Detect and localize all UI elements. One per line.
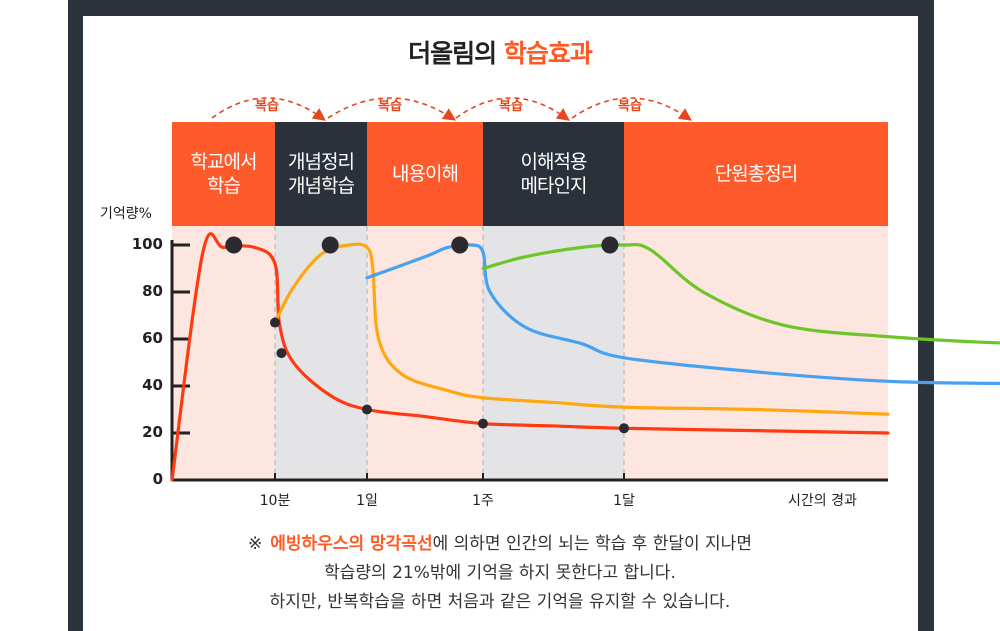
footnote-line-2: 학습량의 21%밖에 기억을 하지 못한다고 합니다. xyxy=(324,563,676,583)
peak-dot-3 xyxy=(451,236,469,254)
x-tick-label-4: 1달 xyxy=(613,493,635,509)
plot-strip-3 xyxy=(367,226,483,480)
footnote-highlight: 에빙하우스의 망각곡선 xyxy=(270,534,433,554)
phase-band-1 xyxy=(172,122,275,226)
peak-dot-1 xyxy=(225,236,243,254)
footnote-line-3: 하지만, 반복학습을 하면 처음과 같은 기억을 유지할 수 있습니다. xyxy=(269,592,731,612)
review-label-1: 복습 xyxy=(255,99,279,114)
y-tick-label-60: 60 xyxy=(142,329,163,347)
decay-dot-4 xyxy=(478,418,488,429)
footnote: ※ 에빙하우스의 망각곡선에 의하면 인간의 뇌는 학습 후 한달이 지나면 학습… xyxy=(0,530,1000,617)
review-label-4: 복습 xyxy=(618,99,642,114)
review-label-3: 복습 xyxy=(499,99,523,114)
title-part1: 더올림의 xyxy=(408,39,497,68)
plot-strip-2 xyxy=(275,226,367,480)
phase-band-5 xyxy=(624,122,888,226)
plot-strip-5 xyxy=(624,226,888,480)
review-arrow-2 xyxy=(327,97,457,121)
x-tick-label-1: 10분 xyxy=(259,493,291,509)
x-tick-label-3: 1주 xyxy=(472,493,494,509)
decay-dot-2 xyxy=(276,348,287,359)
x-tick-label-2: 1일 xyxy=(356,493,378,509)
footnote-mark: ※ xyxy=(248,534,263,554)
y-tick-label-20: 20 xyxy=(142,423,163,441)
footnote-line-1: ※ 에빙하우스의 망각곡선에 의하면 인간의 뇌는 학습 후 한달이 지나면 xyxy=(0,530,1000,559)
decay-dot-5 xyxy=(619,423,629,434)
phase-label-1: 학교에서 학습 xyxy=(190,151,258,197)
phase-label-2: 개념정리 개념학습 xyxy=(288,151,355,197)
decay-dot-3 xyxy=(362,404,372,415)
peak-dot-4 xyxy=(601,236,619,254)
curve-green xyxy=(481,242,1000,345)
phase-band-2 xyxy=(275,122,367,226)
chart-title: 더올림의 학습효과 xyxy=(0,34,1000,70)
phase-band-3 xyxy=(367,122,483,226)
y-tick-label-80: 80 xyxy=(142,282,163,300)
footnote-line-1-rest: 에 의하면 인간의 뇌는 학습 후 한달이 지나면 xyxy=(432,534,752,554)
x-axis-label: 시간의 경과 xyxy=(788,493,857,509)
review-arrow-4 xyxy=(571,97,692,121)
y-tick-label-0: 0 xyxy=(152,470,163,488)
title-part2: 학습효과 xyxy=(503,39,593,68)
y-axis-label: 기억량% xyxy=(100,206,152,222)
peak-dot-2 xyxy=(321,236,339,254)
phase-label-3: 내용이해 xyxy=(392,163,459,185)
y-tick-label-40: 40 xyxy=(142,376,163,394)
phase-label-4: 이해적용 메타인지 xyxy=(520,151,588,197)
phase-label-5: 단원총정리 xyxy=(714,163,798,185)
review-label-2: 복습 xyxy=(378,99,402,114)
y-tick-label-100: 100 xyxy=(131,235,163,253)
phase-band-4 xyxy=(483,122,624,226)
decay-dot-1 xyxy=(270,317,280,328)
curve-blue xyxy=(365,243,1000,386)
